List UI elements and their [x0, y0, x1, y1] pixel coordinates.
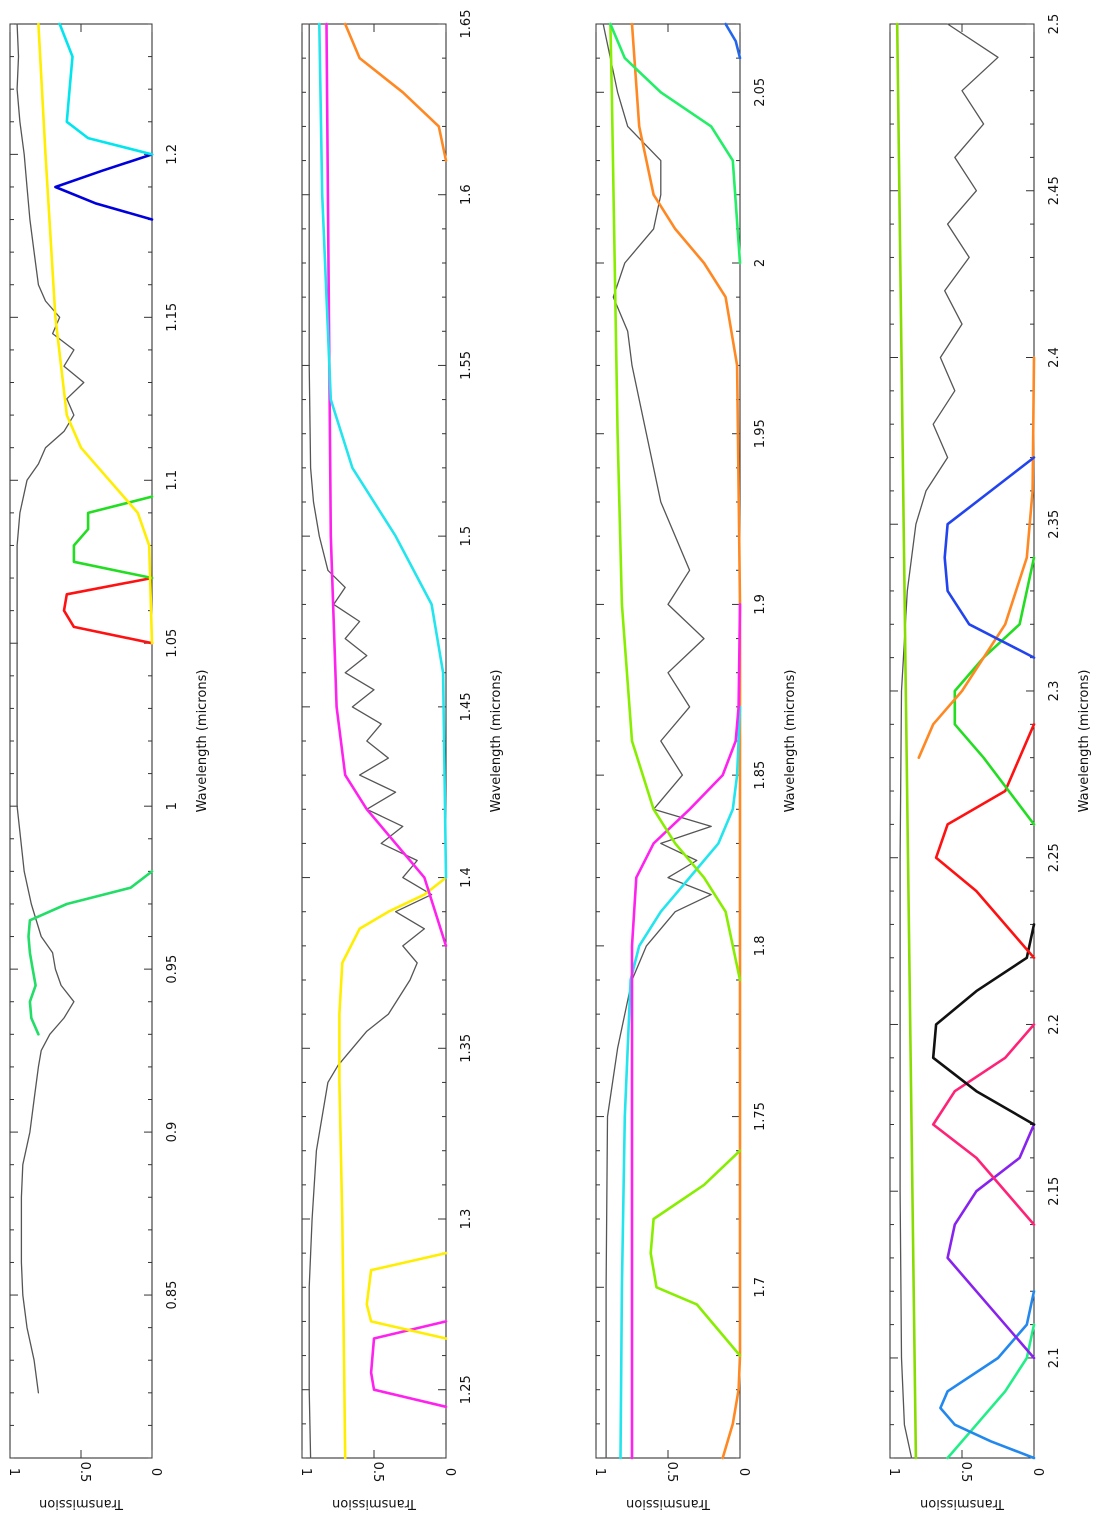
filter-curve-4 — [946, 1123, 1036, 1360]
x-tick-label: 2.45 — [1047, 176, 1062, 205]
x-tick-label: 1.25 — [459, 1375, 474, 1404]
filter-curve-3 — [365, 1251, 448, 1340]
x-tick-label: 2.25 — [1047, 843, 1062, 872]
x-tick-label: 2.1 — [1047, 1348, 1062, 1369]
filter-curve-7 — [724, 22, 742, 60]
x-tick-label: 1.85 — [753, 761, 768, 790]
x-tick-label: 2.05 — [753, 78, 768, 107]
x-tick-label: 1.4 — [459, 867, 474, 888]
filter-curve-4 — [37, 22, 154, 645]
x-tick-label: 2.15 — [1047, 1177, 1062, 1206]
x-tick-label: 1.65 — [459, 10, 474, 39]
x-tick-label: 2.2 — [1047, 1014, 1062, 1035]
filter-curve-9 — [917, 356, 1036, 760]
x-axis-title: Wavelength (microns) — [195, 670, 210, 813]
atmospheric-transmission-line — [602, 23, 712, 1459]
filter-curve-2 — [649, 1149, 742, 1357]
panel-4: 2.1 2.15 2.2 2.25 2.3 2.35 2.4 2.45 2.5 0 0.5 1 Wave… — [886, 14, 1092, 1511]
x-axis-title: Wavelength (microns) — [1077, 670, 1092, 813]
x-axis-title: Wavelength (microns) — [783, 670, 798, 813]
filter-curve-8 — [953, 556, 1036, 826]
y-tick-label: 0 — [736, 1468, 751, 1476]
plot-frame — [595, 23, 741, 1459]
x-tick-label: 0.9 — [165, 1122, 180, 1143]
x-tick-label: 1.75 — [753, 1102, 768, 1131]
y-tick-label: 1 — [592, 1468, 607, 1476]
filter-curve-7 — [934, 722, 1036, 960]
filter-curve-3 — [72, 495, 154, 580]
atmospheric-transmission-line — [899, 23, 999, 1459]
panel-1: 0.85 0.9 0.95 1 1.05 1.1 1.15 1.2 0 0.5 1 Wavelengt… — [6, 22, 210, 1511]
x-tick-label: 1.95 — [753, 419, 768, 448]
x-tick-label: 2.4 — [1047, 347, 1062, 368]
y-tick-label: 1 — [298, 1468, 313, 1476]
x-tick-label: 1.15 — [165, 303, 180, 332]
y-axis-title: Transmission — [626, 1496, 711, 1511]
x-tick-label: 1.7 — [753, 1277, 768, 1298]
filter-curve-4 — [630, 603, 742, 1460]
panel-2: 1.25 1.3 1.35 1.4 1.45 1.5 1.55 1.6 1.65 0 0.5 1 Wav… — [298, 10, 504, 1511]
filter-curve-5 — [317, 22, 448, 879]
y-tick-label: 0 — [442, 1468, 457, 1476]
x-tick-label: 2.3 — [1047, 681, 1062, 702]
y-tick-label: 1 — [6, 1468, 21, 1476]
atmospheric-transmission-line — [308, 23, 433, 1459]
y-tick-label: 0.5 — [664, 1462, 679, 1483]
y-tick-label: 0 — [148, 1468, 163, 1476]
filter-curve-2 — [369, 1320, 448, 1409]
x-tick-label: 1 — [165, 802, 180, 810]
filter-curve-5 — [931, 1023, 1036, 1226]
plot-frame — [889, 23, 1035, 1459]
filter-curve-6 — [931, 923, 1036, 1126]
filter-curve-5 — [54, 153, 154, 221]
filter-curve-2 — [62, 576, 154, 645]
filter-curve-3 — [619, 705, 742, 1460]
x-tick-label: 1.55 — [459, 351, 474, 380]
x-axis-title: Wavelength (microns) — [489, 670, 504, 813]
filter-curve-2 — [946, 1323, 1036, 1460]
x-tick-label: 2 — [753, 259, 768, 267]
y-axis-title: Transmission — [332, 1496, 417, 1511]
y-tick-label: 1 — [886, 1468, 901, 1476]
filter-curve-3 — [939, 1290, 1036, 1460]
filter-curve-1 — [630, 22, 742, 1460]
filter-curve-6 — [609, 22, 742, 265]
x-tick-label: 1.2 — [165, 144, 180, 165]
filter-curve-10 — [943, 456, 1036, 659]
x-tick-label: 1.3 — [459, 1209, 474, 1230]
y-axis-title: Transmission — [920, 1496, 1005, 1511]
x-tick-label: 1.05 — [165, 629, 180, 658]
y-tick-label: 0.5 — [77, 1462, 92, 1483]
x-tick-label: 1.35 — [459, 1034, 474, 1063]
y-tick-label: 0 — [1030, 1468, 1045, 1476]
atmospheric-transmission-line — [16, 23, 85, 1394]
x-tick-label: 1.1 — [165, 470, 180, 491]
x-tick-label: 0.85 — [165, 1281, 180, 1310]
x-tick-label: 1.6 — [459, 184, 474, 205]
x-tick-label: 1.9 — [753, 594, 768, 615]
x-tick-label: 2.5 — [1047, 14, 1062, 35]
x-tick-label: 1.5 — [459, 526, 474, 547]
y-tick-label: 0.5 — [958, 1462, 973, 1483]
panel-3: 1.7 1.75 1.8 1.85 1.9 1.95 2 2.05 0 0.5 1 Wavelengt… — [592, 22, 798, 1511]
filter-curve-5 — [609, 22, 742, 982]
filter-curve-6 — [58, 22, 154, 156]
filter-curve-1 — [27, 870, 154, 1036]
x-tick-label: 0.95 — [165, 955, 180, 984]
filter-curve-6 — [343, 22, 448, 162]
filter-curve-4 — [325, 22, 448, 948]
filter-curve-1 — [895, 22, 918, 1460]
y-tick-label: 0.5 — [370, 1462, 385, 1483]
filter-curve-1 — [338, 876, 448, 1460]
x-tick-label: 1.45 — [459, 692, 474, 721]
plot-frame — [9, 23, 153, 1459]
x-tick-label: 1.8 — [753, 936, 768, 957]
y-axis-title: Transmission — [39, 1496, 124, 1511]
x-tick-label: 2.35 — [1047, 510, 1062, 539]
